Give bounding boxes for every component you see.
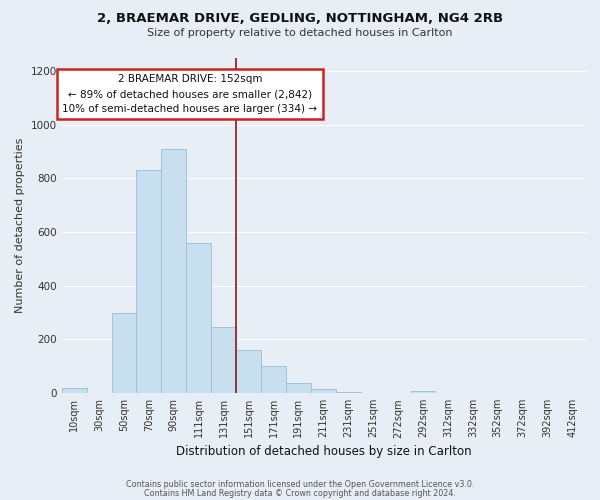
Bar [311,389,336,393]
Bar [336,392,361,393]
Bar [261,366,286,393]
Bar [112,312,136,393]
Bar [286,383,311,393]
Y-axis label: Number of detached properties: Number of detached properties [15,138,25,313]
Text: Contains HM Land Registry data © Crown copyright and database right 2024.: Contains HM Land Registry data © Crown c… [144,488,456,498]
Text: 2, BRAEMAR DRIVE, GEDLING, NOTTINGHAM, NG4 2RB: 2, BRAEMAR DRIVE, GEDLING, NOTTINGHAM, N… [97,12,503,26]
Bar [236,350,261,393]
Bar [211,328,236,393]
X-axis label: Distribution of detached houses by size in Carlton: Distribution of detached houses by size … [176,444,471,458]
Bar [410,390,436,393]
Bar [186,243,211,393]
Text: Size of property relative to detached houses in Carlton: Size of property relative to detached ho… [147,28,453,38]
Bar [136,170,161,393]
Bar [161,149,186,393]
Text: Contains public sector information licensed under the Open Government Licence v3: Contains public sector information licen… [126,480,474,489]
Text: 2 BRAEMAR DRIVE: 152sqm
← 89% of detached houses are smaller (2,842)
10% of semi: 2 BRAEMAR DRIVE: 152sqm ← 89% of detache… [62,74,317,114]
Bar [62,388,86,393]
